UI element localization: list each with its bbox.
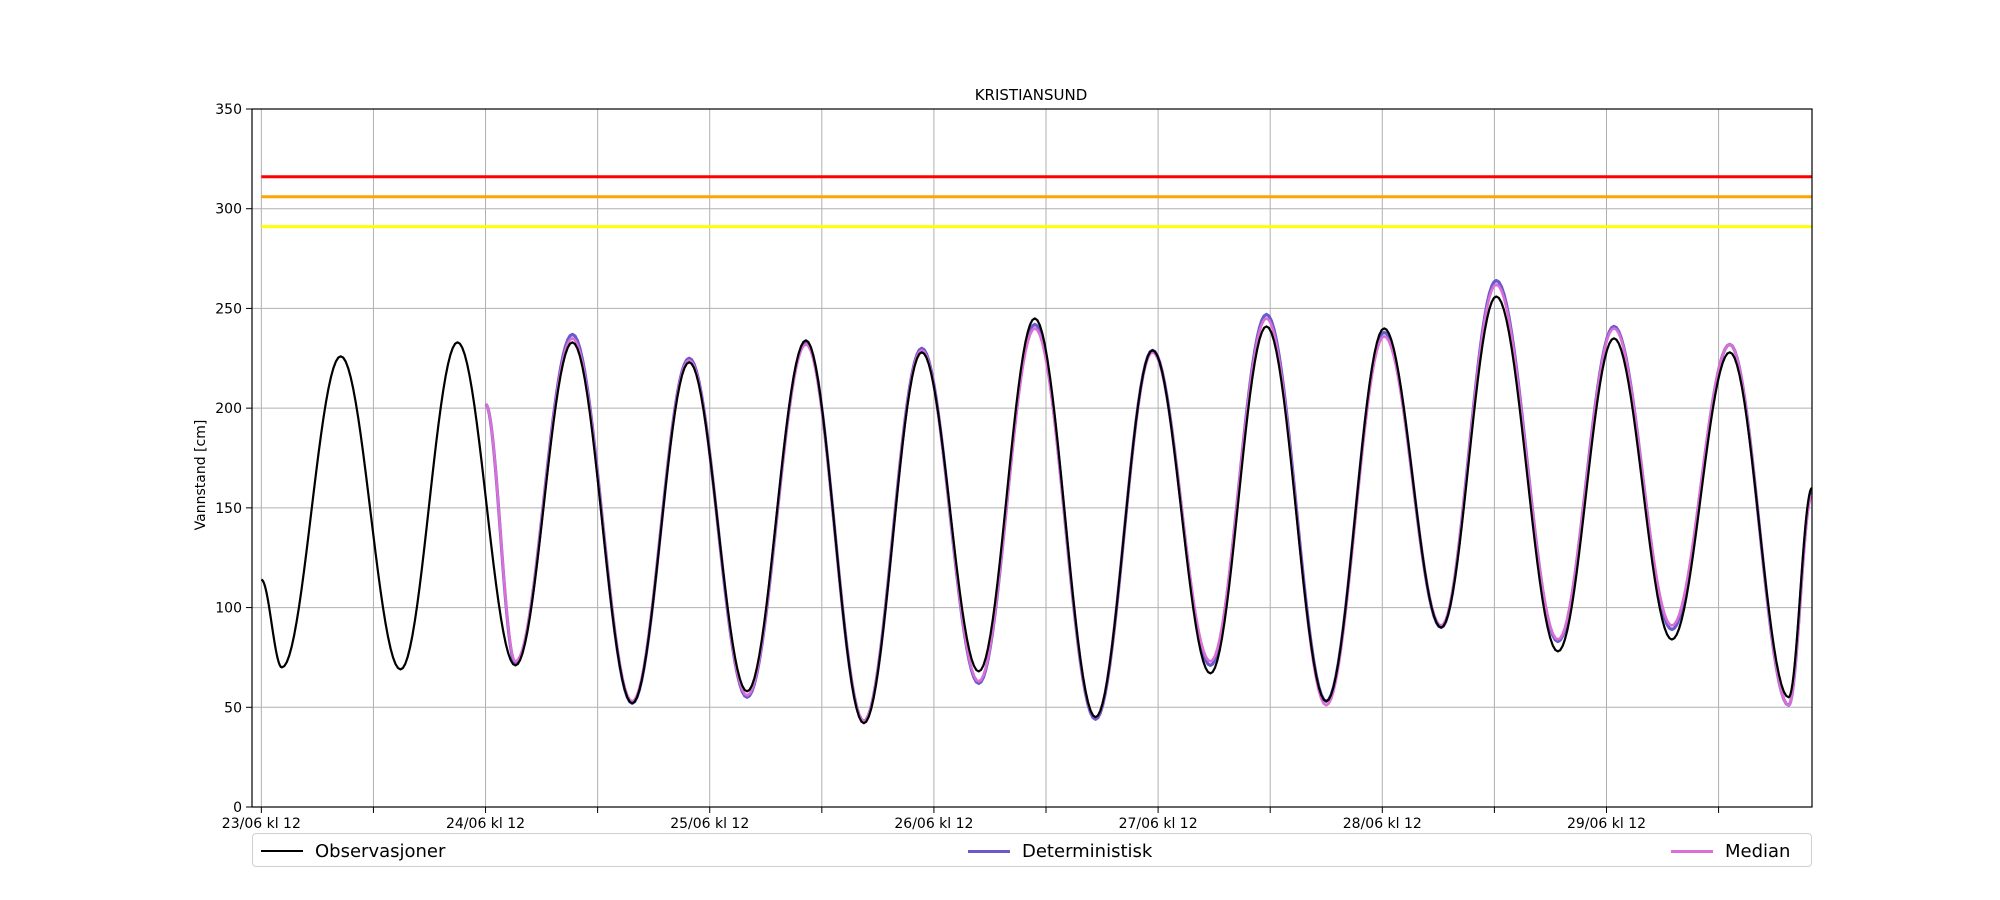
x-tick-label-6: 26/06 kl 12 — [894, 816, 973, 832]
x-axis-ticks: 23/06 kl 12 24/06 kl 12 25/06 kl 12 26/06 k… — [222, 807, 1720, 832]
series-lines — [260, 278, 1814, 725]
legend: Observasjoner Deterministisk Median — [252, 833, 1812, 867]
chart-title: KRISTIANSUND — [975, 86, 1088, 104]
y-tick-label-250: 250 — [215, 301, 242, 317]
x-tick-label-2: 24/06 kl 12 — [446, 816, 525, 832]
x-tick-label-4: 25/06 kl 12 — [670, 816, 749, 832]
legend-item-deterministisk: Deterministisk — [968, 834, 1152, 868]
series-line-deterministisk — [484, 278, 1814, 723]
y-tick-label-100: 100 — [215, 601, 242, 617]
legend-label-observasjoner: Observasjoner — [315, 840, 446, 862]
plot-frame — [251, 108, 1813, 808]
legend-item-observasjoner: Observasjoner — [261, 834, 445, 868]
x-tick-label-10: 28/06 kl 12 — [1343, 816, 1422, 832]
threshold-lines — [261, 175, 1812, 229]
x-tick-label-12: 29/06 kl 12 — [1567, 816, 1646, 832]
grid-lines — [252, 108, 1812, 808]
legend-swatch-median — [1671, 849, 1713, 853]
y-tick-label-350: 350 — [215, 102, 242, 118]
y-tick-label-150: 150 — [215, 501, 242, 517]
legend-label-median: Median — [1725, 840, 1791, 862]
legend-item-median: Median — [1671, 834, 1790, 868]
series-line-median — [484, 283, 1813, 723]
x-tick-label-0: 23/06 kl 12 — [222, 816, 301, 832]
y-tick-label-300: 300 — [215, 202, 242, 218]
y-tick-label-50: 50 — [224, 700, 242, 716]
legend-swatch-observasjoner — [261, 850, 303, 852]
series-line-observasjoner — [260, 295, 1813, 725]
legend-label-deterministisk: Deterministisk — [1022, 840, 1153, 862]
legend-swatch-deterministisk — [968, 849, 1010, 853]
x-tick-label-8: 27/06 kl 12 — [1119, 816, 1198, 832]
y-tick-label-200: 200 — [215, 401, 242, 417]
y-tick-label-0: 0 — [233, 800, 242, 816]
y-axis-label: Vannstand [cm] — [193, 420, 209, 531]
y-axis-ticks: 0 50 100 150 200 250 300 350 — [215, 102, 252, 816]
